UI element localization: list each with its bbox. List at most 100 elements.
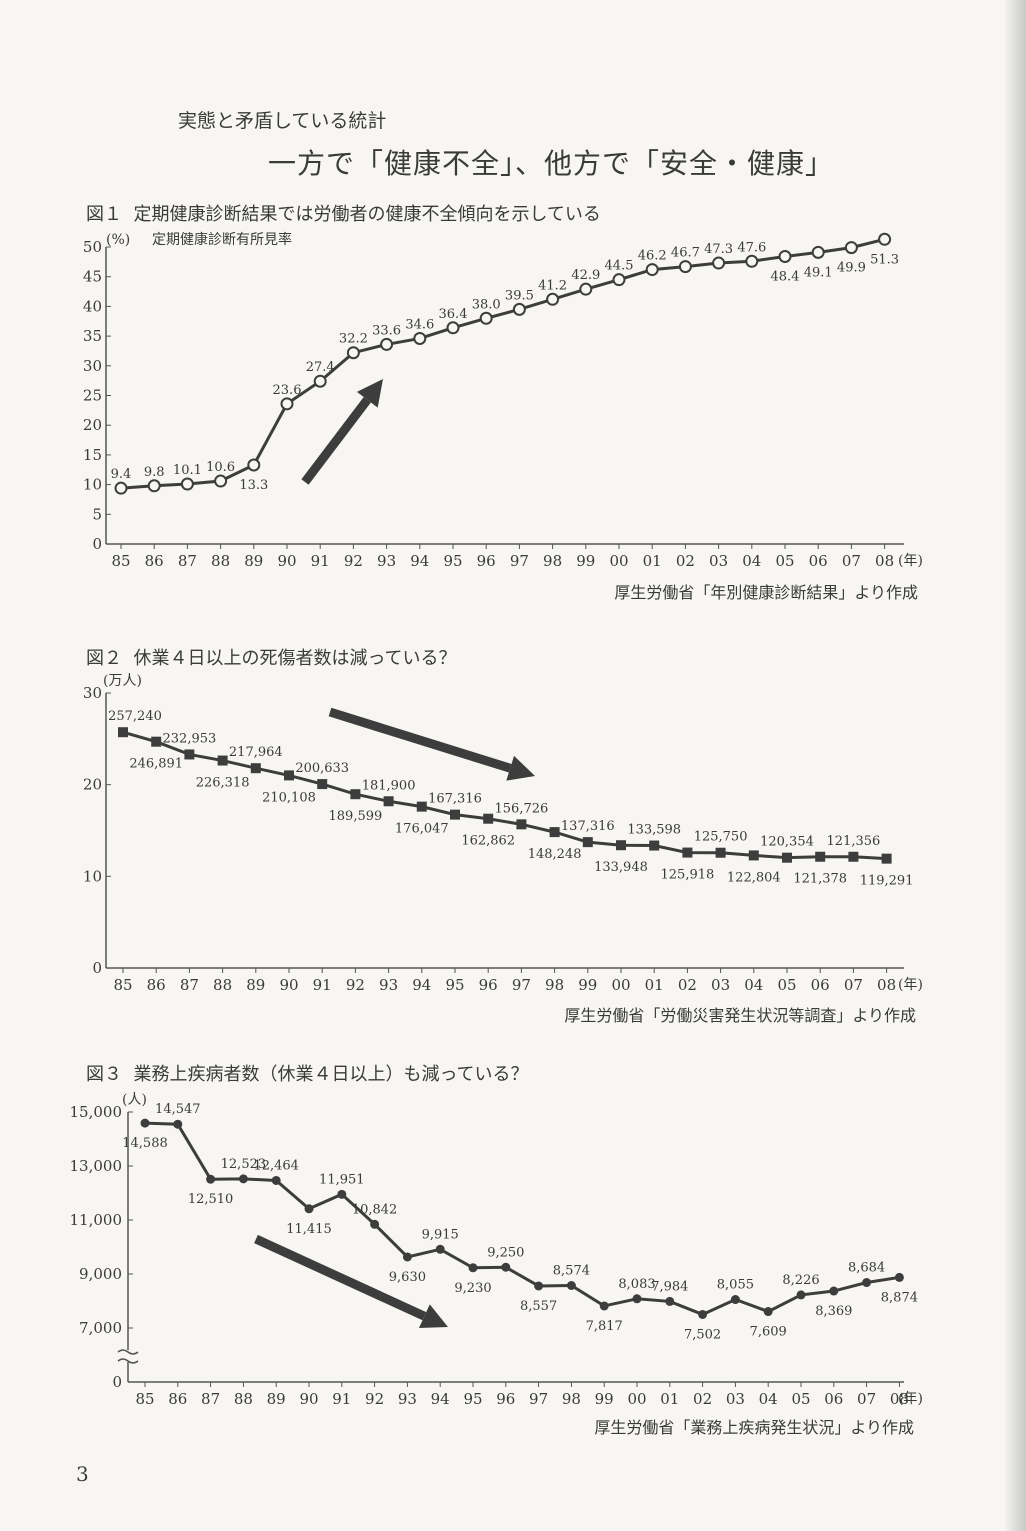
chart2-x-tick-label: 96 <box>479 976 498 994</box>
chart1-y-tick-label: 20 <box>83 416 102 434</box>
chart1-value-label: 32.2 <box>339 332 368 347</box>
chart2-x-tick-label: 00 <box>611 976 630 994</box>
chart3-value-label: 7,817 <box>586 1319 623 1334</box>
chart2-value-label: 122,804 <box>727 870 781 885</box>
chart1-point <box>114 481 128 495</box>
chart3-x-tick-label: 98 <box>562 1390 581 1408</box>
chart1-value-label: 23.6 <box>273 383 302 398</box>
chart2-value-label: 148,248 <box>528 847 582 862</box>
chart1-point <box>878 232 892 246</box>
chart1-point <box>546 292 560 306</box>
chart2-value-label: 137,316 <box>561 819 615 834</box>
chart1-y-tick-label: 10 <box>83 476 102 494</box>
chart2-point <box>649 840 660 851</box>
chart3-value-label: 9,230 <box>454 1281 491 1296</box>
chart3-point <box>173 1119 183 1129</box>
chart1-value-label: 51.3 <box>870 252 899 267</box>
chart1-value-label: 48.4 <box>771 270 800 285</box>
chart3-unit: (人) <box>122 1092 147 1108</box>
chart2-point <box>383 796 394 807</box>
chart2-point <box>815 851 826 862</box>
chart2-point <box>450 809 460 820</box>
chart2-point <box>516 819 527 830</box>
chart3-source: 厚生労働省「業務上疾病発生状況」より作成 <box>594 1418 914 1437</box>
chart1-point <box>247 458 261 472</box>
chart3-value-label: 14,547 <box>155 1102 201 1117</box>
chart2-x-tick-label: 92 <box>346 976 365 994</box>
chart2-value-label: 257,240 <box>108 709 162 724</box>
chart1-point <box>778 250 792 264</box>
chart2-series-line <box>122 730 887 861</box>
chart2-x-tick-label: 85 <box>113 976 132 994</box>
chart2-x-tick-label: 91 <box>313 976 332 994</box>
chart1-x-tick-label: 06 <box>809 552 828 570</box>
chart2-value-label: 162,862 <box>461 834 515 849</box>
chart2-unit: (万人) <box>103 673 142 689</box>
chart1-x-tick-label: 94 <box>410 552 429 570</box>
chart1-x-unit: (年) <box>898 553 923 569</box>
chart1-x-tick-label: 08 <box>875 552 894 570</box>
chart2-value-label: 133,598 <box>627 823 681 838</box>
chart3-y-tick-label: 11,000 <box>70 1211 123 1229</box>
chart3-value-label: 11,951 <box>319 1172 365 1187</box>
chart2-value-label: 226,318 <box>196 776 250 791</box>
chart3-value-label: 8,574 <box>553 1264 590 1279</box>
chart1-point <box>313 374 327 388</box>
chart3-value-label: 8,055 <box>717 1278 754 1293</box>
chart1-value-label: 9.8 <box>144 465 165 480</box>
chart1-title: 定期健康診断結果では労働者の健康不全傾向を示している <box>133 204 601 225</box>
chart3-value-label: 8,083 <box>618 1277 655 1292</box>
chart3-value-label: 8,226 <box>782 1273 819 1288</box>
chart3-x-tick-label: 87 <box>201 1390 220 1408</box>
chart1-point <box>844 241 858 255</box>
chart2-point <box>782 852 792 863</box>
chart1-point <box>346 346 360 360</box>
chart2-point <box>350 789 361 800</box>
chart2-x-tick-label: 98 <box>545 976 564 994</box>
chart2-value-label: 246,891 <box>129 757 183 772</box>
chart2-value-label: 176,047 <box>395 822 449 837</box>
chart3-point <box>796 1290 806 1300</box>
chart3-x-tick-label: 88 <box>234 1390 253 1408</box>
chart1-y-tick-label: 0 <box>92 535 102 553</box>
chart3-point <box>468 1263 478 1273</box>
chart3-x-tick-label: 93 <box>398 1390 417 1408</box>
chart1-value-label: 34.6 <box>405 317 434 332</box>
chart3-value-label: 7,609 <box>750 1325 787 1340</box>
page-binding-shadow <box>1004 0 1026 1531</box>
chart3-point <box>665 1296 675 1306</box>
chart1-point <box>645 263 659 277</box>
chart1-source: 厚生労働省「年別健康診断結果」より作成 <box>614 583 918 602</box>
chart3-point <box>599 1301 609 1311</box>
chart2-x-tick-label: 05 <box>777 976 796 994</box>
chart3-point <box>894 1272 904 1282</box>
chart3-x-tick-label: 99 <box>595 1390 614 1408</box>
chart2-y-tick-label: 30 <box>83 684 102 702</box>
chart3-x-tick-label: 04 <box>759 1390 778 1408</box>
chart3-series-line <box>144 1121 900 1317</box>
chart1-x-tick-label: 00 <box>609 552 628 570</box>
chart3-x-tick-label: 90 <box>299 1390 318 1408</box>
chart3-x-tick-label: 96 <box>496 1390 515 1408</box>
chart3-value-label: 7,502 <box>684 1327 721 1342</box>
chart3-trend-arrow-shaft <box>254 1234 427 1321</box>
chart1-x-tick-label: 91 <box>311 552 330 570</box>
chart2-x-tick-label: 93 <box>379 976 398 994</box>
chart2-value-label: 120,354 <box>760 835 814 850</box>
chart1-point <box>811 245 825 259</box>
chart1-fig-label: 図１ <box>86 204 122 225</box>
chart2-value-label: 200,633 <box>295 761 349 776</box>
chart3-value-label: 8,557 <box>520 1299 557 1314</box>
chart3-x-tick-label: 89 <box>267 1390 286 1408</box>
chart3-axis-break <box>117 1349 139 1364</box>
chart1-y-tick-label: 45 <box>83 268 102 286</box>
chart3-x-tick-label: 00 <box>627 1390 646 1408</box>
chart3-point <box>829 1286 839 1296</box>
chart3-title: 業務上疾病者数（休業４日以上）も減っている？ <box>133 1064 529 1085</box>
chart3-value-label: 8,874 <box>881 1290 918 1305</box>
chart2-point <box>118 727 128 738</box>
chart3-x-tick-label: 92 <box>365 1390 384 1408</box>
chart2-value-label: 125,918 <box>661 868 715 883</box>
chart3-value-label: 12,510 <box>188 1192 234 1207</box>
chart2-source: 厚生労働省「労働災害発生状況等調査」より作成 <box>564 1006 916 1025</box>
